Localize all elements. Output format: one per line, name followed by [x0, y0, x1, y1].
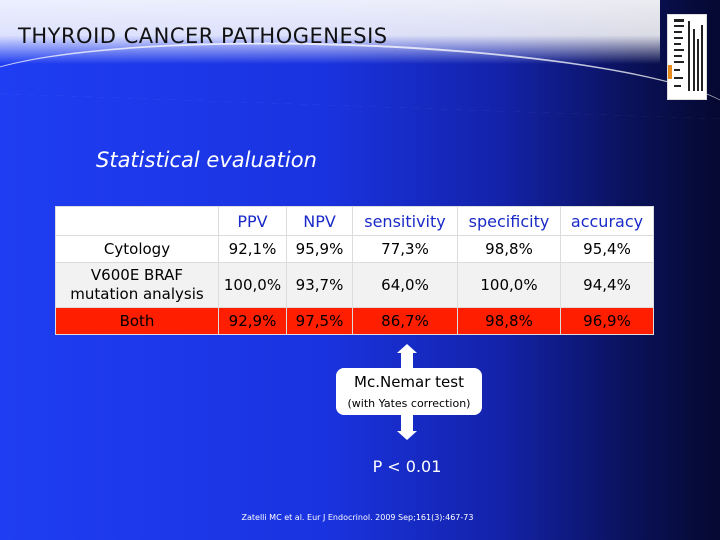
- title-band: [0, 0, 660, 64]
- row-label-cytology: Cytology: [55, 235, 219, 263]
- arrow-up-icon: [397, 344, 417, 353]
- section-title: Statistical evaluation: [96, 148, 317, 172]
- statistics-table: PPV NPV sensitivity specificity accuracy…: [55, 206, 654, 335]
- table-cell: 100,0%: [457, 262, 561, 308]
- table-cell: 95,9%: [286, 235, 353, 263]
- table-row: V600E BRAF mutation analysis 100,0% 93,7%…: [55, 262, 654, 308]
- table-header-ppv: PPV: [218, 206, 287, 236]
- table-cell: 77,3%: [352, 235, 458, 263]
- table-cell: 86,7%: [352, 307, 458, 335]
- table-cell: 92,9%: [218, 307, 287, 335]
- table-cell: 95,4%: [560, 235, 654, 263]
- row-label-braf-line1: V600E BRAF: [90, 266, 184, 284]
- arrow-down-icon: [397, 431, 417, 440]
- table-cell: 94,4%: [560, 262, 654, 308]
- table-header-specificity: specificity: [457, 206, 561, 236]
- row-label-both: Both: [55, 307, 219, 335]
- table-cell: 93,7%: [286, 262, 353, 308]
- table-header-blank: [55, 206, 219, 236]
- mcnemar-test-box: Mc.Nemar test (with Yates correction): [336, 368, 482, 415]
- row-label-braf-line2: mutation analysis: [70, 285, 204, 303]
- slide-title: THYROID CANCER PATHOGENESIS: [18, 24, 388, 48]
- mcnemar-subtitle: (with Yates correction): [347, 397, 471, 410]
- arrow-down-shaft: [401, 415, 413, 432]
- arrow-up-shaft: [401, 352, 413, 368]
- row-label-braf: V600E BRAF mutation analysis: [55, 262, 219, 308]
- table-cell: 96,9%: [560, 307, 654, 335]
- table-cell: 100,0%: [218, 262, 287, 308]
- table-row: Cytology 92,1% 95,9% 77,3% 98,8% 95,4%: [55, 235, 654, 263]
- mcnemar-title: Mc.Nemar test: [354, 373, 464, 391]
- reference-citation: Zatelli MC et al. Eur J Endocrinol. 2009…: [241, 513, 474, 522]
- table-cell: 98,8%: [457, 307, 561, 335]
- p-value: P < 0.01: [372, 457, 442, 476]
- table-cell: 98,8%: [457, 235, 561, 263]
- table-cell: 92,1%: [218, 235, 287, 263]
- table-row-highlight: Both 92,9% 97,5% 86,7% 98,8% 96,9%: [55, 307, 654, 335]
- table-cell: 64,0%: [352, 262, 458, 308]
- table-cell: 97,5%: [286, 307, 353, 335]
- table-header-npv: NPV: [286, 206, 353, 236]
- table-header-sensitivity: sensitivity: [352, 206, 458, 236]
- table-header-row: PPV NPV sensitivity specificity accuracy: [55, 206, 654, 236]
- table-header-accuracy: accuracy: [560, 206, 654, 236]
- logo-icon: [667, 14, 707, 100]
